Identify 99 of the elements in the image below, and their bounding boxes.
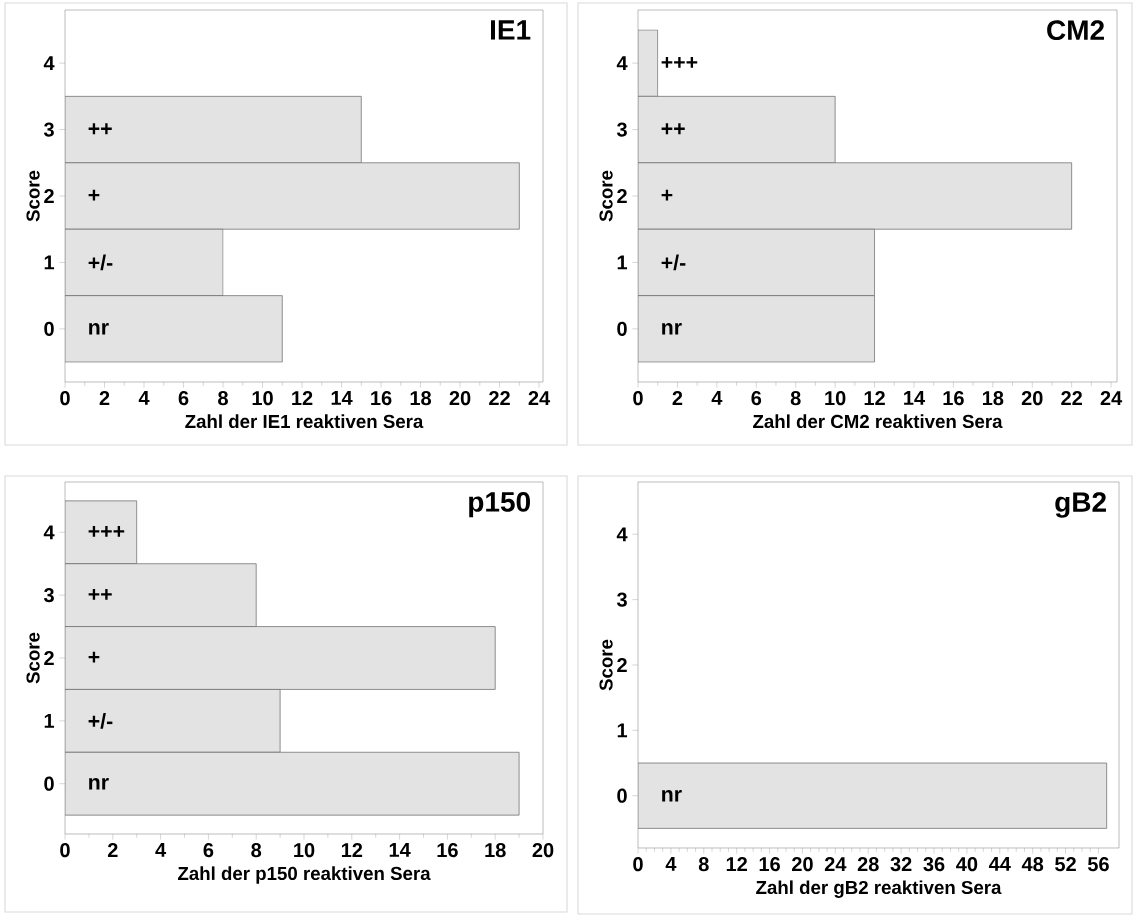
y-tick-label: 0	[617, 321, 627, 336]
x-tick-label: 20	[1021, 391, 1043, 406]
y-tick-label: 1	[44, 255, 55, 270]
y-tick-label: 4	[43, 525, 55, 540]
x-tick-label: 8	[790, 391, 801, 406]
y-tick-label: 0	[44, 776, 54, 791]
x-tick-label: 10	[252, 391, 273, 406]
data-label: nr	[662, 323, 682, 335]
y-tick-label: 0	[44, 321, 54, 336]
data-label: nr	[89, 777, 109, 790]
x-tick-label: 16	[371, 391, 392, 406]
x-tick-label: 4	[138, 391, 150, 405]
x-tick-label: 18	[410, 391, 432, 406]
x-tick-label: 14	[331, 391, 353, 405]
x-tick-label: 18	[982, 391, 1004, 406]
y-tick-label: 2	[44, 189, 54, 203]
chart-title: IE1	[490, 20, 531, 40]
y-tick-label: 4	[43, 56, 55, 71]
x-axis-title: Zahl der p150 reaktiven Sera	[177, 866, 431, 884]
x-axis-title: Zahl der gB2 reaktiven Sera	[756, 880, 1002, 898]
x-tick-label: 6	[178, 391, 189, 406]
x-tick-label: 20	[532, 843, 554, 858]
x-tick-label: 16	[437, 843, 458, 858]
chart-title: p150	[469, 491, 530, 518]
y-tick-label: 1	[617, 255, 628, 270]
x-tick-label: 6	[751, 391, 762, 406]
y-tick-label: 0	[617, 788, 627, 803]
y-axis-title: Score	[26, 632, 40, 684]
data-label: nr	[89, 323, 109, 335]
y-tick-label: 4	[616, 527, 628, 542]
x-tick-label: 12	[341, 843, 363, 858]
y-tick-label: 2	[44, 651, 54, 665]
data-label: ++	[88, 123, 112, 135]
x-tick-label: 2	[672, 391, 683, 406]
data-label: ++	[88, 588, 112, 600]
x-tick-label: 24	[824, 857, 847, 872]
x-tick-label: 22	[1061, 391, 1082, 406]
x-tick-label: 16	[943, 391, 964, 406]
x-tick-label: 14	[389, 843, 411, 857]
x-tick-label: 0	[60, 843, 70, 858]
x-tick-label: 2	[107, 843, 118, 858]
x-tick-label: 12	[292, 391, 313, 406]
x-tick-label: 4	[711, 391, 723, 405]
x-tick-label: 28	[857, 857, 879, 872]
data-label: +++	[88, 526, 125, 537]
x-tick-label: 32	[890, 857, 912, 872]
x-tick-label: 12	[864, 391, 885, 406]
x-tick-label: 14	[904, 391, 925, 405]
x-tick-label: 36	[923, 857, 945, 872]
x-tick-label: 10	[294, 843, 315, 858]
data-label: nr	[662, 789, 682, 802]
x-tick-label: 0	[633, 391, 643, 406]
y-tick-label: 1	[617, 723, 628, 738]
y-tick-label: 4	[616, 56, 628, 71]
x-tick-label: 56	[1087, 857, 1109, 872]
x-tick-label: 44	[988, 857, 1011, 871]
x-tick-label: 24	[528, 391, 551, 406]
x-tick-label: 52	[1055, 857, 1076, 872]
chart-title: CM2	[1047, 20, 1104, 41]
data-label: +/-	[661, 254, 686, 271]
data-label: +	[88, 651, 100, 663]
x-tick-label: 22	[489, 391, 510, 406]
x-axis-title: Zahl der IE1 reaktiven Sera	[185, 414, 424, 429]
y-tick-label: 3	[43, 588, 54, 603]
data-label: +/-	[88, 712, 113, 729]
data-label: +	[661, 189, 673, 201]
data-label: +/-	[88, 254, 113, 271]
y-axis-title: Score	[26, 170, 40, 222]
y-tick-label: 2	[617, 189, 627, 203]
y-tick-label: 2	[617, 658, 627, 672]
x-tick-label: 6	[203, 843, 214, 858]
x-tick-label: 2	[99, 391, 110, 406]
x-tick-label: 20	[792, 857, 813, 872]
y-axis-title: Score	[599, 170, 613, 222]
x-tick-label: 8	[218, 391, 228, 406]
x-tick-label: 10	[825, 391, 846, 406]
x-tick-label: 20	[449, 391, 471, 406]
x-tick-label: 12	[726, 857, 747, 872]
chart-title: gB2	[1055, 492, 1106, 518]
y-axis-title: Score	[599, 639, 613, 691]
y-tick-label: 3	[616, 592, 627, 607]
y-tick-label: 1	[44, 713, 55, 728]
data-label: +	[88, 189, 100, 201]
x-tick-label: 4	[155, 843, 167, 857]
x-tick-label: 18	[485, 843, 506, 858]
x-tick-label: 8	[698, 857, 709, 872]
data-label: +++	[661, 56, 698, 68]
x-tick-label: 48	[1021, 857, 1044, 872]
x-tick-label: 0	[60, 391, 70, 406]
x-tick-label: 24	[1100, 391, 1123, 406]
x-tick-label: 40	[956, 857, 978, 872]
x-tick-label: 16	[759, 857, 780, 872]
x-axis-title: Zahl der CM2 reaktiven Sera	[753, 414, 1003, 429]
x-tick-label: 8	[251, 843, 262, 858]
y-tick-label: 3	[43, 122, 54, 137]
data-label: ++	[661, 123, 685, 135]
y-tick-label: 3	[616, 122, 627, 137]
x-tick-label: 4	[665, 857, 677, 871]
x-tick-label: 0	[633, 857, 643, 872]
